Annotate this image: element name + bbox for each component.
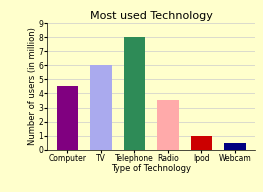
X-axis label: Type of Technology: Type of Technology [111,164,191,173]
Bar [57,86,78,150]
Title: Most used Technology: Most used Technology [90,11,213,21]
Bar [191,136,213,150]
Bar [90,65,112,150]
Y-axis label: Number of users (in million): Number of users (in million) [28,27,37,145]
Bar [124,37,145,150]
Bar [157,100,179,150]
Bar [224,143,246,150]
